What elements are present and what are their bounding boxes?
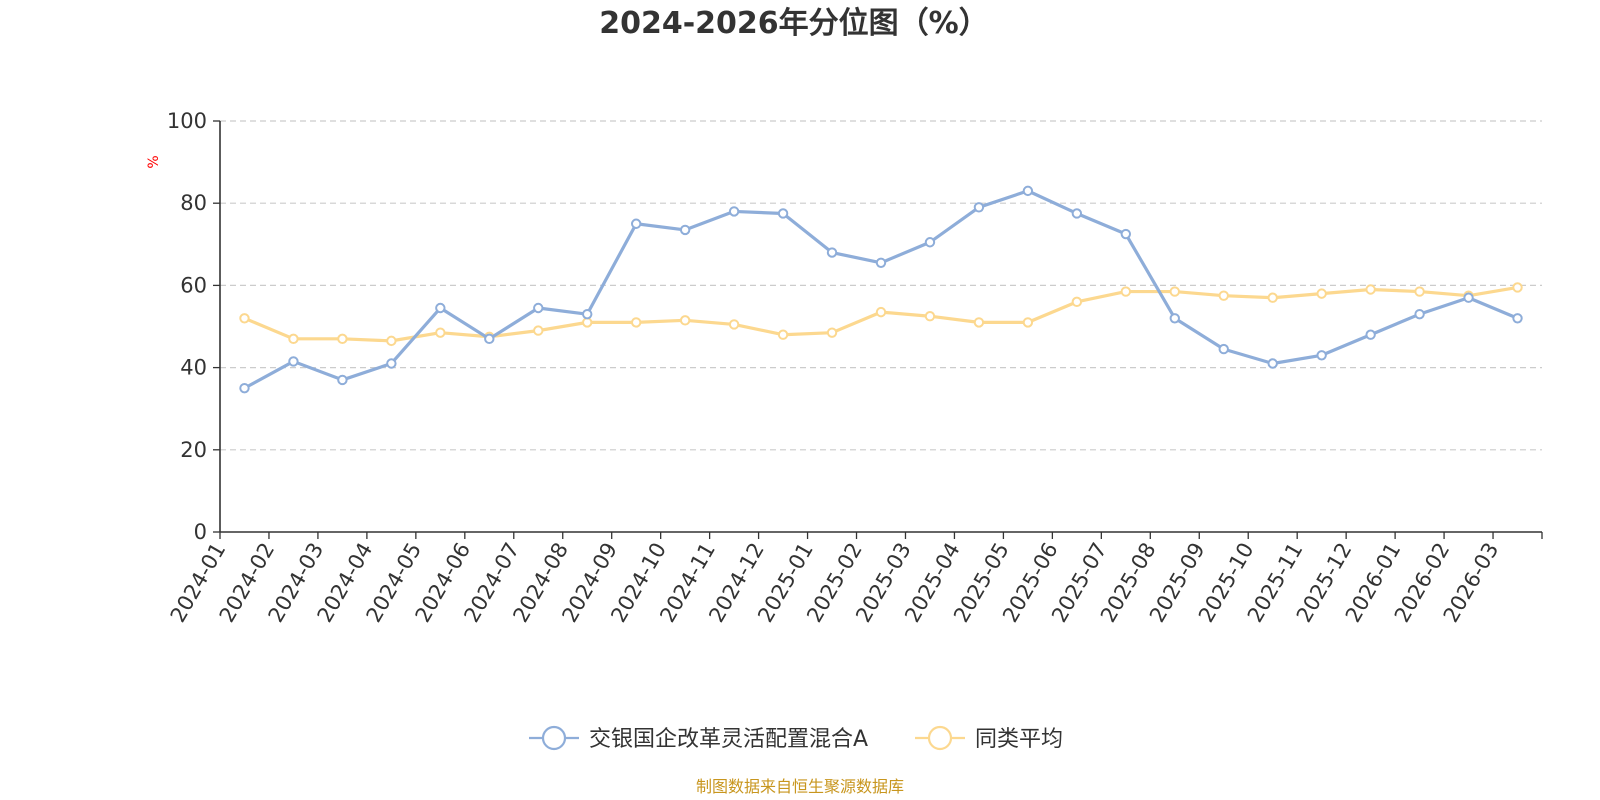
- data-point[interactable]: [1071, 296, 1083, 308]
- data-point[interactable]: [1365, 284, 1376, 295]
- data-point[interactable]: [1169, 313, 1180, 324]
- data-point[interactable]: [484, 333, 495, 345]
- data-point[interactable]: [1169, 286, 1180, 297]
- data-point[interactable]: [973, 202, 985, 213]
- data-point[interactable]: [533, 302, 544, 314]
- data-point[interactable]: [1267, 358, 1278, 369]
- axes: [219, 121, 1543, 539]
- legend-marker-icon: [927, 725, 953, 751]
- data-point[interactable]: [1022, 185, 1034, 197]
- data-point[interactable]: [386, 358, 397, 369]
- chart-title: 2024-2026年分位图（%）: [599, 6, 989, 41]
- data-point[interactable]: [1414, 308, 1425, 320]
- legend[interactable]: 交银国企改革灵活配置混合A 同类平均: [529, 725, 1063, 752]
- data-point[interactable]: [1267, 292, 1278, 303]
- series-lines: [239, 185, 1523, 394]
- data-point[interactable]: [239, 382, 250, 394]
- y-tick-label: 100: [167, 109, 207, 133]
- data-point[interactable]: [533, 325, 544, 336]
- data-point[interactable]: [337, 374, 348, 386]
- data-point[interactable]: [777, 208, 789, 219]
- data-point[interactable]: [973, 317, 985, 328]
- data-point[interactable]: [386, 335, 397, 347]
- data-point[interactable]: [288, 356, 299, 367]
- legend-item-2[interactable]: 同类平均: [915, 725, 1063, 752]
- data-point[interactable]: [1414, 286, 1425, 297]
- data-point[interactable]: [239, 313, 250, 324]
- data-point[interactable]: [924, 237, 936, 248]
- y-axis-tick-labels: 0 20 40 60 80 100: [167, 109, 207, 544]
- data-point[interactable]: [435, 327, 446, 338]
- data-point[interactable]: [728, 319, 740, 330]
- y-axis-unit-label: %: [146, 155, 162, 168]
- data-point[interactable]: [630, 218, 642, 229]
- data-point[interactable]: [826, 247, 838, 258]
- data-point[interactable]: [337, 333, 348, 345]
- data-point[interactable]: [1316, 350, 1327, 361]
- data-point[interactable]: [679, 224, 691, 236]
- data-source-note: 制图数据来自恒生聚源数据库: [696, 777, 904, 796]
- data-point[interactable]: [288, 333, 299, 345]
- data-point[interactable]: [435, 302, 446, 314]
- data-point[interactable]: [875, 257, 887, 268]
- data-point[interactable]: [728, 206, 740, 217]
- data-point[interactable]: [1512, 313, 1523, 324]
- data-point[interactable]: [582, 317, 593, 328]
- data-point[interactable]: [1218, 343, 1229, 355]
- legend-item-1[interactable]: 交银国企改革灵活配置混合A: [529, 725, 868, 752]
- data-point[interactable]: [1022, 317, 1034, 328]
- y-tick-label: 40: [180, 356, 207, 380]
- y-tick-label: 0: [194, 520, 207, 544]
- legend-label: 同类平均: [975, 727, 1063, 752]
- series-2: [239, 282, 1523, 347]
- data-point[interactable]: [924, 311, 936, 322]
- data-point[interactable]: [875, 306, 887, 318]
- data-point[interactable]: [1120, 286, 1132, 297]
- data-point[interactable]: [1316, 288, 1327, 299]
- data-point[interactable]: [582, 308, 593, 320]
- data-point[interactable]: [1463, 292, 1474, 303]
- series-line: [242, 189, 1520, 390]
- series-1: [239, 185, 1523, 394]
- data-point[interactable]: [630, 317, 642, 328]
- data-point[interactable]: [777, 329, 789, 340]
- data-point[interactable]: [679, 315, 691, 326]
- legend-marker-icon: [541, 725, 567, 751]
- y-tick-label: 20: [180, 438, 207, 462]
- data-point[interactable]: [1218, 290, 1229, 301]
- data-point[interactable]: [1120, 228, 1132, 240]
- legend-label: 交银国企改革灵活配置混合A: [589, 727, 868, 752]
- x-axis-tick-labels: 2024-012024-022024-032024-042024-052024-…: [166, 539, 1504, 627]
- y-tick-label: 60: [180, 273, 207, 297]
- data-point[interactable]: [1365, 329, 1376, 340]
- y-tick-label: 80: [180, 191, 207, 215]
- data-point[interactable]: [1071, 208, 1083, 219]
- grid-lines: [213, 120, 1542, 533]
- data-point[interactable]: [826, 327, 838, 338]
- data-point[interactable]: [1512, 282, 1523, 293]
